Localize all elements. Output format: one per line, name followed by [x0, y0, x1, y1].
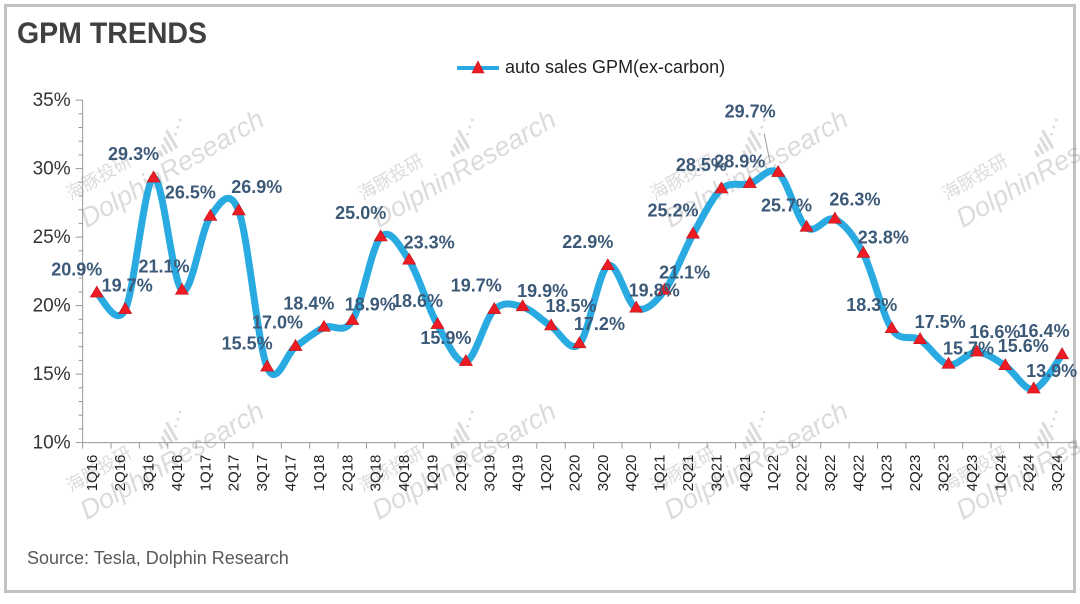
svg-text:28.9%: 28.9%	[714, 152, 765, 172]
svg-text:2Q21: 2Q21	[680, 455, 697, 492]
svg-text:3Q21: 3Q21	[708, 455, 725, 492]
svg-text:1Q19: 1Q19	[424, 455, 441, 492]
svg-text:4Q16: 4Q16	[169, 455, 186, 492]
svg-text:15%: 15%	[33, 364, 71, 385]
svg-text:19.7%: 19.7%	[451, 276, 502, 296]
svg-text:19.7%: 19.7%	[102, 276, 153, 296]
svg-text:4Q21: 4Q21	[737, 455, 754, 492]
svg-text:13.9%: 13.9%	[1026, 361, 1077, 381]
svg-text:2Q24: 2Q24	[1021, 455, 1038, 492]
svg-text:2Q16: 2Q16	[112, 455, 129, 492]
svg-text:25.7%: 25.7%	[761, 196, 812, 216]
svg-text:26.9%: 26.9%	[231, 177, 282, 197]
svg-text:3Q17: 3Q17	[254, 455, 271, 492]
svg-text:2Q18: 2Q18	[339, 455, 356, 492]
svg-text:3Q19: 3Q19	[481, 455, 498, 492]
svg-text:22.9%: 22.9%	[562, 232, 613, 252]
svg-text:2Q23: 2Q23	[907, 455, 924, 492]
svg-text:3Q16: 3Q16	[141, 455, 158, 492]
svg-text:18.4%: 18.4%	[283, 294, 334, 314]
svg-text:3Q23: 3Q23	[936, 455, 953, 492]
svg-text:4Q18: 4Q18	[396, 455, 413, 492]
svg-text:10%: 10%	[33, 433, 71, 454]
svg-text:1Q23: 1Q23	[879, 455, 896, 492]
svg-text:21.1%: 21.1%	[138, 257, 189, 277]
svg-text:18.9%: 18.9%	[345, 295, 396, 315]
svg-text:19.8%: 19.8%	[629, 280, 680, 300]
svg-text:30%: 30%	[33, 159, 71, 180]
svg-text:17.2%: 17.2%	[574, 314, 625, 334]
svg-text:2Q20: 2Q20	[566, 455, 583, 492]
svg-text:18.6%: 18.6%	[392, 291, 443, 311]
svg-text:3Q24: 3Q24	[1049, 455, 1066, 492]
svg-text:2Q17: 2Q17	[226, 455, 243, 492]
svg-text:17.0%: 17.0%	[252, 313, 303, 333]
svg-text:1Q24: 1Q24	[992, 455, 1009, 492]
svg-text:25%: 25%	[33, 227, 71, 248]
svg-text:1Q21: 1Q21	[652, 455, 669, 492]
svg-text:15.9%: 15.9%	[420, 328, 471, 348]
svg-text:16.4%: 16.4%	[1019, 321, 1070, 341]
svg-text:4Q20: 4Q20	[623, 455, 640, 492]
svg-text:3Q20: 3Q20	[595, 455, 612, 492]
svg-text:3Q22: 3Q22	[822, 455, 839, 492]
svg-text:18.3%: 18.3%	[846, 295, 897, 315]
svg-text:4Q17: 4Q17	[283, 455, 300, 492]
svg-text:1Q22: 1Q22	[765, 455, 782, 492]
svg-text:25.2%: 25.2%	[647, 200, 698, 220]
svg-text:25.0%: 25.0%	[335, 203, 386, 223]
svg-text:3Q18: 3Q18	[368, 455, 385, 492]
svg-text:23.3%: 23.3%	[404, 232, 455, 252]
svg-text:2Q22: 2Q22	[794, 455, 811, 492]
svg-text:23.8%: 23.8%	[858, 228, 909, 248]
svg-text:35%: 35%	[33, 90, 71, 111]
svg-text:4Q23: 4Q23	[964, 455, 981, 492]
svg-text:4Q22: 4Q22	[850, 455, 867, 492]
svg-text:20.9%: 20.9%	[51, 259, 102, 279]
svg-text:15.5%: 15.5%	[222, 333, 273, 353]
svg-text:1Q18: 1Q18	[311, 455, 328, 492]
svg-text:21.1%: 21.1%	[659, 263, 710, 283]
svg-text:20%: 20%	[33, 296, 71, 317]
svg-text:4Q19: 4Q19	[510, 455, 527, 492]
svg-text:29.3%: 29.3%	[108, 144, 159, 164]
svg-text:17.5%: 17.5%	[915, 312, 966, 332]
svg-text:26.3%: 26.3%	[829, 189, 880, 209]
svg-text:1Q16: 1Q16	[84, 455, 101, 492]
svg-text:29.7%: 29.7%	[725, 102, 776, 122]
svg-text:2Q19: 2Q19	[453, 455, 470, 492]
svg-text:26.5%: 26.5%	[165, 183, 216, 203]
svg-text:1Q17: 1Q17	[197, 455, 214, 492]
svg-text:1Q20: 1Q20	[538, 455, 555, 492]
